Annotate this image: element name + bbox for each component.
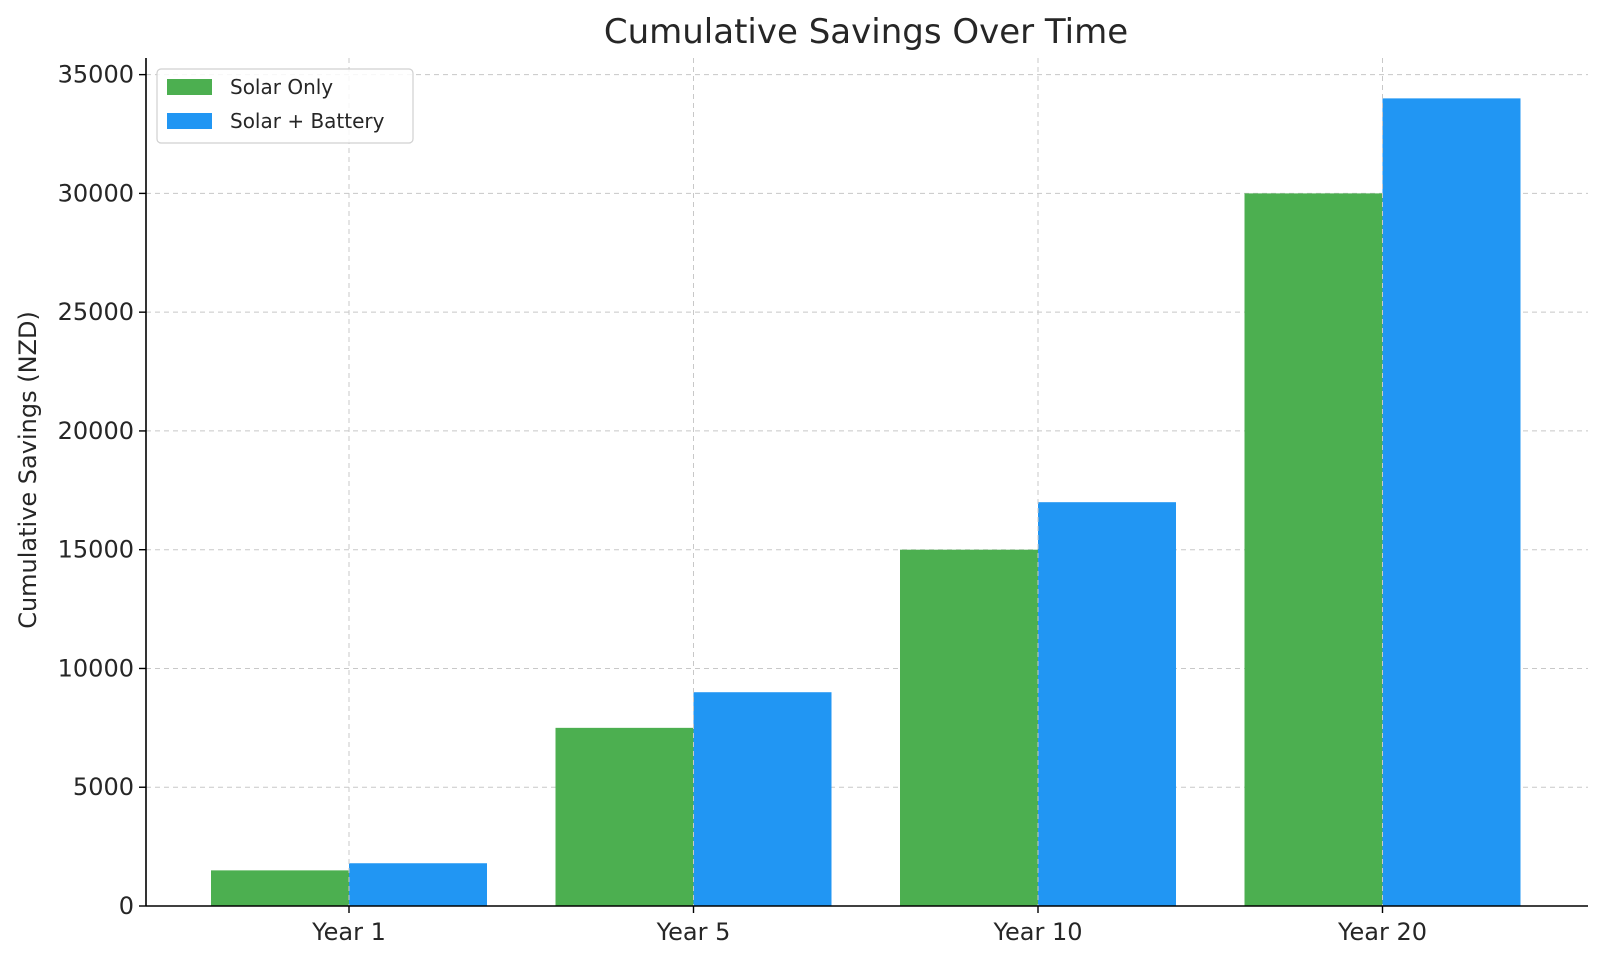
- y-tick-label: 10000: [58, 654, 134, 682]
- axes: [145, 58, 1588, 907]
- legend-label-solar-only: Solar Only: [230, 75, 333, 99]
- bar-solar-only-year-20: [1244, 193, 1383, 906]
- x-tick-label: Year 1: [311, 918, 386, 946]
- bar-solar-only-year-1: [211, 870, 349, 906]
- y-ticks: 0 5000 10000 15000 20000 25000 30000 35000: [58, 61, 146, 920]
- bar-solar-battery-year-5: [693, 692, 832, 906]
- y-tick-label: 30000: [58, 179, 134, 207]
- y-tick-label: 5000: [73, 773, 134, 801]
- legend-swatch-solar-only: [167, 79, 212, 95]
- bar-solar-battery-year-10: [1038, 502, 1176, 906]
- y-tick-label: 15000: [58, 536, 134, 564]
- x-tick-label: Year 10: [993, 918, 1083, 946]
- bar-solar-battery-year-20: [1382, 98, 1521, 906]
- bar-solar-only-year-10: [900, 549, 1038, 906]
- legend-label-solar-battery: Solar + Battery: [230, 109, 385, 133]
- bars: [211, 98, 1521, 906]
- y-tick-label: 0: [119, 892, 134, 920]
- legend-frame: [156, 68, 414, 144]
- x-ticks: Year 1 Year 5 Year 10 Year 20: [311, 906, 1427, 946]
- y-tick-label: 25000: [58, 298, 134, 326]
- y-axis-label: Cumulative Savings (NZD): [14, 311, 42, 629]
- y-tick-label: 20000: [58, 417, 134, 445]
- bar-solar-battery-year-1: [349, 863, 487, 906]
- x-tick-label: Year 20: [1337, 918, 1427, 946]
- bar-solar-only-year-5: [555, 727, 694, 906]
- chart-title: Cumulative Savings Over Time: [604, 12, 1128, 52]
- x-tick-label: Year 5: [656, 918, 731, 946]
- vertical-grid: [348, 58, 1383, 906]
- legend-swatch-solar-battery: [167, 113, 212, 129]
- legend: Solar Only Solar + Battery: [156, 68, 414, 144]
- y-tick-label: 35000: [58, 61, 134, 89]
